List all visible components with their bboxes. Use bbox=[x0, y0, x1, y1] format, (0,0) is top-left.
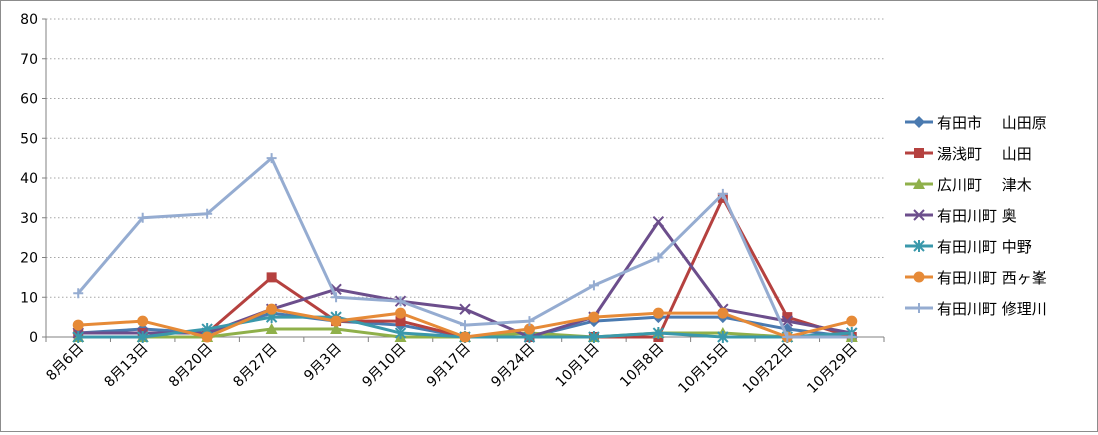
data-point bbox=[913, 240, 925, 252]
x-tick-label: 9月24日 bbox=[488, 341, 538, 391]
data-point bbox=[137, 212, 148, 223]
x-tick-label: 8月27日 bbox=[230, 341, 280, 391]
x-tick-label: 9月17日 bbox=[424, 341, 474, 391]
legend-label: 有田川町 修理川 bbox=[937, 300, 1047, 318]
legend-label: 有田市 山田原 bbox=[937, 114, 1047, 132]
data-point bbox=[266, 272, 277, 283]
data-point bbox=[137, 315, 149, 327]
data-point bbox=[395, 296, 406, 307]
x-tick-label: 10月8日 bbox=[617, 341, 667, 391]
series-7 bbox=[73, 153, 857, 342]
data-point bbox=[914, 148, 924, 158]
legend-label: 有田川町 奥 bbox=[937, 207, 1017, 225]
data-point bbox=[588, 311, 600, 323]
x-axis: 8月6日 8月13日 8月20日 8月27日 9月3日 9月10日 9月17日 9月24日 10… bbox=[43, 336, 885, 397]
data-point bbox=[459, 331, 471, 343]
data-point bbox=[265, 323, 278, 335]
y-tick-label: 10 bbox=[20, 290, 38, 306]
y-tick-label: 20 bbox=[20, 251, 38, 267]
x-tick-label: 9月3日 bbox=[301, 341, 345, 385]
data-point bbox=[782, 332, 793, 342]
x-tick-label: 10月22日 bbox=[740, 341, 796, 397]
x-tick-label: 8月13日 bbox=[102, 341, 152, 391]
data-point bbox=[72, 319, 84, 331]
x-tick-label: 10月1日 bbox=[553, 341, 603, 391]
data-point bbox=[202, 208, 213, 219]
data-point bbox=[395, 316, 406, 327]
legend-label: 有田川町 中野 bbox=[937, 238, 1032, 256]
data-point bbox=[913, 209, 925, 221]
data-point bbox=[914, 303, 924, 313]
legend-item: 湯浅町 山田 bbox=[905, 145, 1032, 163]
data-point bbox=[331, 292, 342, 303]
y-axis: 0 10 20 30 40 50 60 70 80 bbox=[20, 12, 47, 346]
x-tick-label: 10月15日 bbox=[675, 341, 731, 397]
data-point bbox=[394, 327, 407, 340]
legend-item: 有田市 山田原 bbox=[905, 114, 1047, 132]
data-point bbox=[652, 307, 664, 319]
legend-item: 広川町 津木 bbox=[905, 176, 1032, 194]
data-point bbox=[588, 331, 600, 343]
y-tick-label: 50 bbox=[20, 131, 38, 147]
legend-item: 有田川町 奥 bbox=[905, 207, 1017, 225]
gridlines bbox=[46, 18, 884, 298]
data-point bbox=[395, 307, 407, 319]
x-tick-label: 9月10日 bbox=[359, 341, 409, 391]
data-point bbox=[588, 280, 599, 291]
y-tick-label: 80 bbox=[20, 12, 38, 28]
legend-item: 有田川町 西ヶ峯 bbox=[905, 269, 1047, 287]
x-tick-label: 8月6日 bbox=[43, 341, 87, 385]
data-point bbox=[652, 327, 665, 340]
data-point bbox=[913, 116, 925, 128]
data-point bbox=[330, 323, 343, 335]
data-point bbox=[136, 331, 149, 343]
data-point bbox=[717, 331, 729, 343]
data-point bbox=[266, 303, 278, 315]
data-point bbox=[846, 315, 858, 327]
series-6 bbox=[72, 303, 858, 343]
data-point bbox=[523, 323, 535, 335]
legend-item: 有田川町 中野 bbox=[905, 238, 1032, 256]
data-point bbox=[201, 331, 213, 343]
legend-label: 有田川町 西ヶ峯 bbox=[937, 269, 1047, 287]
series-line bbox=[76, 196, 854, 339]
y-tick-label: 30 bbox=[20, 211, 38, 227]
data-point bbox=[524, 316, 535, 327]
data-point bbox=[781, 315, 794, 327]
data-point bbox=[653, 252, 664, 263]
x-tick-label: 8月20日 bbox=[166, 341, 216, 391]
data-point bbox=[913, 271, 925, 283]
data-point bbox=[266, 153, 277, 164]
y-tick-label: 40 bbox=[20, 171, 38, 187]
y-tick-label: 0 bbox=[29, 330, 38, 346]
data-point bbox=[460, 320, 470, 331]
data-point bbox=[717, 188, 728, 199]
data-point bbox=[72, 331, 84, 343]
x-tick-label: 10月29日 bbox=[804, 341, 860, 397]
data-point bbox=[846, 332, 857, 342]
data-point bbox=[782, 312, 793, 323]
data-point bbox=[459, 303, 471, 315]
data-point bbox=[913, 178, 925, 189]
y-tick-label: 60 bbox=[20, 92, 38, 108]
legend-label: 広川町 津木 bbox=[937, 176, 1032, 194]
legend-label: 湯浅町 山田 bbox=[937, 145, 1032, 163]
y-tick-label: 70 bbox=[20, 52, 38, 68]
data-point bbox=[330, 315, 342, 327]
data-point bbox=[73, 288, 84, 299]
data-point bbox=[652, 216, 665, 228]
data-point bbox=[717, 307, 729, 319]
legend-item: 有田川町 修理川 bbox=[905, 300, 1047, 318]
